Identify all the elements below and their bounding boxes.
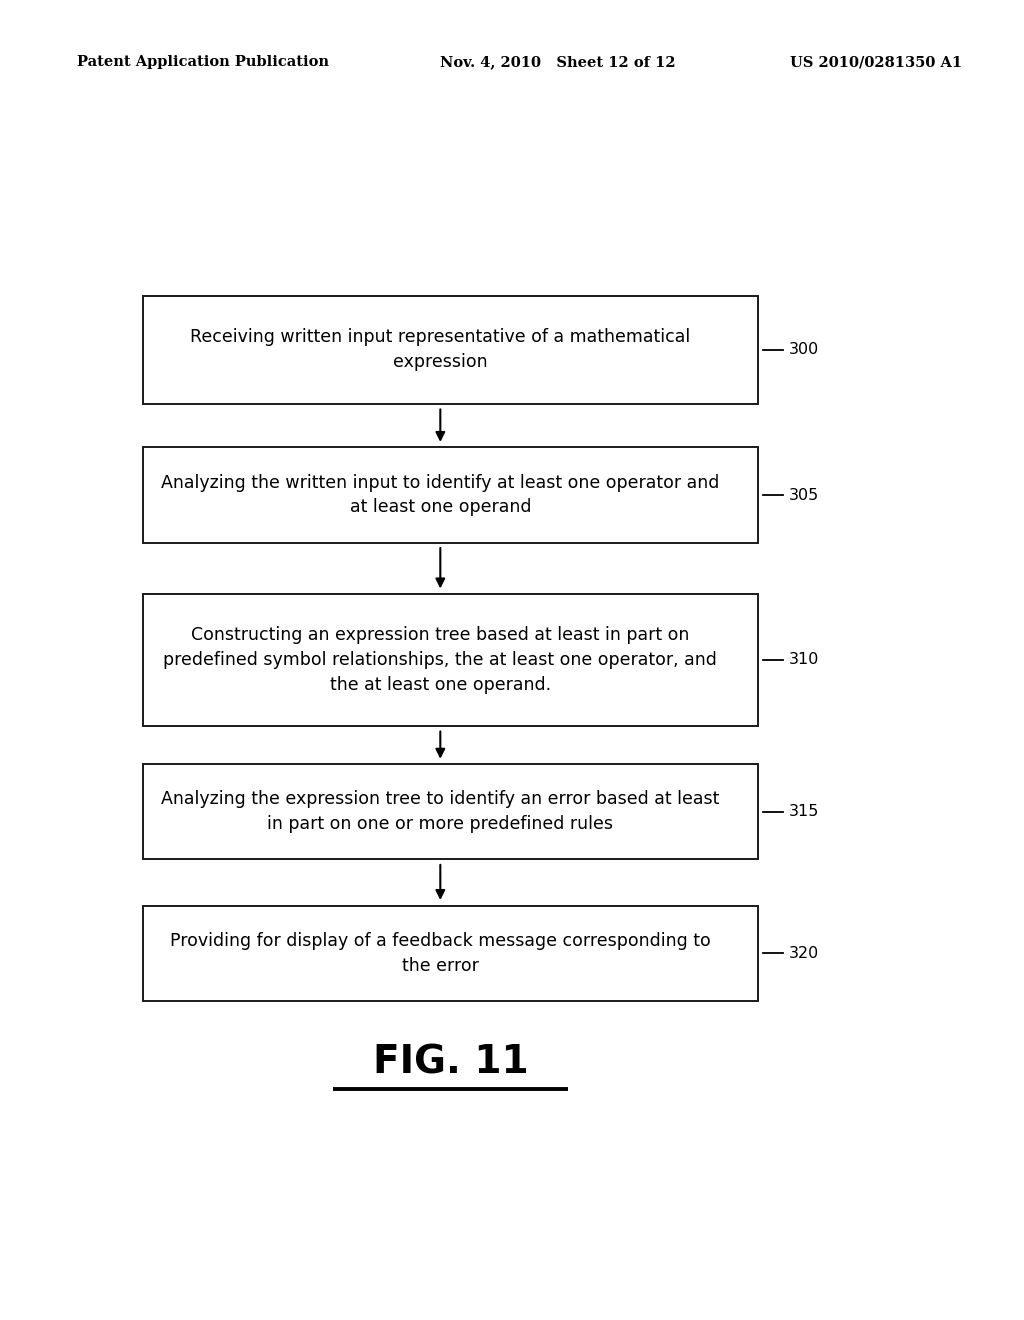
Text: Analyzing the expression tree to identify an error based at least
in part on one: Analyzing the expression tree to identif… <box>161 791 720 833</box>
Text: 320: 320 <box>788 945 819 961</box>
Text: Providing for display of a feedback message corresponding to
the error: Providing for display of a feedback mess… <box>170 932 711 974</box>
Text: 310: 310 <box>788 652 819 668</box>
Bar <box>143 296 758 404</box>
Text: Analyzing the written input to identify at least one operator and
at least one o: Analyzing the written input to identify … <box>161 474 720 516</box>
Bar <box>143 906 758 1001</box>
Text: Patent Application Publication: Patent Application Publication <box>77 55 329 70</box>
Bar <box>143 764 758 859</box>
Text: FIG. 11: FIG. 11 <box>373 1044 528 1081</box>
Bar <box>143 447 758 543</box>
Bar <box>143 594 758 726</box>
Text: US 2010/0281350 A1: US 2010/0281350 A1 <box>791 55 963 70</box>
Text: Nov. 4, 2010   Sheet 12 of 12: Nov. 4, 2010 Sheet 12 of 12 <box>440 55 676 70</box>
Text: 305: 305 <box>788 487 819 503</box>
Text: 300: 300 <box>788 342 819 358</box>
Text: Receiving written input representative of a mathematical
expression: Receiving written input representative o… <box>190 329 690 371</box>
Text: 315: 315 <box>788 804 819 820</box>
Text: Constructing an expression tree based at least in part on
predefined symbol rela: Constructing an expression tree based at… <box>164 626 717 694</box>
